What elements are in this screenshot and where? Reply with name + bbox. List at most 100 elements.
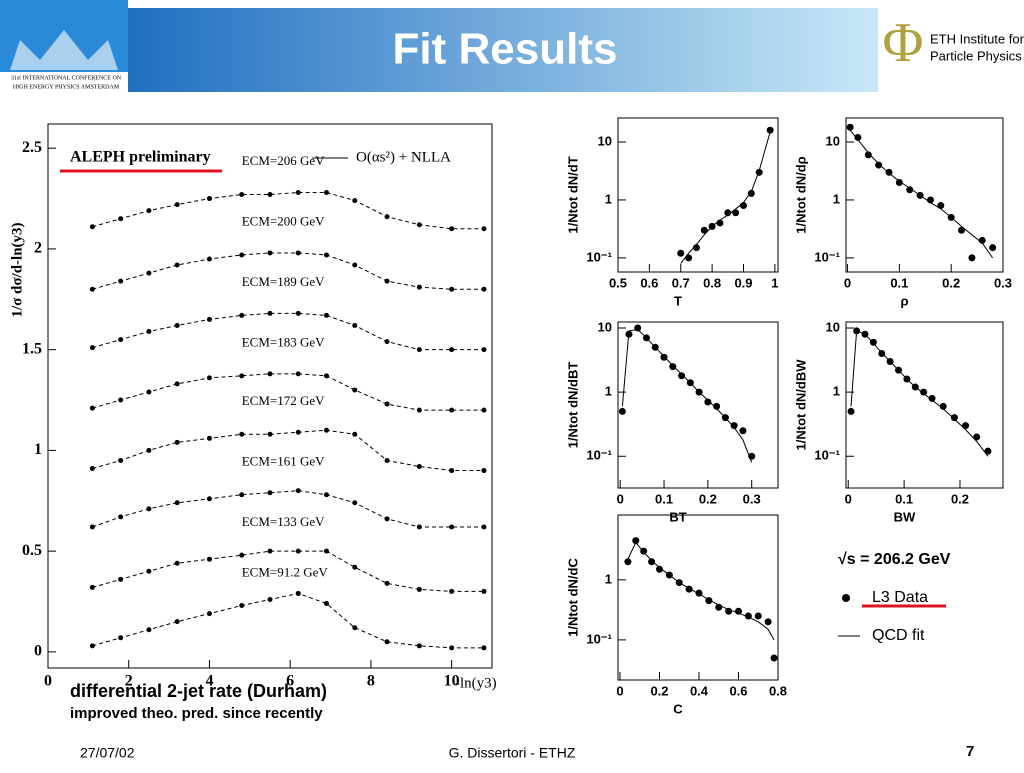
data-point [206, 256, 212, 262]
data-point [352, 198, 358, 204]
data-point [239, 312, 245, 318]
x-tick-label: 2 [125, 673, 133, 690]
data-point [958, 226, 966, 234]
data-point [634, 324, 642, 332]
data-point [174, 619, 180, 625]
x-tick-label: 1 [771, 275, 778, 290]
data-point [481, 347, 487, 353]
data-point [352, 625, 358, 631]
data-point [295, 548, 301, 554]
data-point [384, 214, 390, 220]
x-tick-label: 0.4 [690, 683, 709, 698]
data-point [267, 490, 273, 496]
data-point [939, 402, 947, 410]
data-point [267, 192, 273, 198]
data-point [678, 372, 686, 380]
data-point [89, 584, 95, 590]
phi-logo: Φ [883, 12, 924, 74]
data-point [481, 468, 487, 474]
data-point [384, 339, 390, 345]
data-point [118, 397, 124, 403]
data-point [174, 500, 180, 506]
plot-frame [617, 321, 779, 489]
plot-frame [47, 123, 493, 669]
data-point [754, 612, 762, 620]
chart-title: ALEPH preliminary [70, 149, 211, 166]
data-point [118, 576, 124, 582]
data-point [146, 568, 152, 574]
data-point [146, 389, 152, 395]
data-point [239, 492, 245, 498]
data-point [295, 429, 301, 435]
data-point [174, 262, 180, 268]
x-tick-label: 0.3 [994, 275, 1012, 290]
data-point [937, 202, 945, 210]
data-point [973, 433, 981, 441]
x-axis-label: T [674, 293, 682, 308]
data-point [352, 387, 358, 393]
data-point [481, 524, 487, 530]
data-point [449, 407, 455, 413]
data-point [481, 286, 487, 292]
data-point [206, 375, 212, 381]
data-point [267, 596, 273, 602]
y-tick-label: 10⁻¹ [586, 448, 612, 463]
x-axis-label: C [673, 701, 683, 716]
y-tick-label: 1 [605, 384, 612, 399]
data-point [481, 588, 487, 594]
y-tick-label: 1 [34, 441, 42, 458]
data-point [895, 179, 903, 187]
data-point [239, 603, 245, 609]
data-point [449, 645, 455, 651]
data-point [267, 371, 273, 377]
x-tick-label: 0.9 [734, 275, 752, 290]
data-point [118, 216, 124, 222]
y-tick-label: 10⁻¹ [814, 249, 840, 264]
x-tick-label: 0 [616, 683, 623, 698]
data-point [146, 506, 152, 512]
x-tick-label: 0.2 [650, 683, 668, 698]
y-tick-label: 10 [826, 133, 840, 148]
data-point [206, 196, 212, 202]
data-point [730, 422, 738, 430]
x-axis-label: -ln(y3) [455, 675, 497, 691]
x-tick-label: 0 [44, 673, 52, 690]
x-tick-label: 0.6 [640, 275, 658, 290]
legend-data: L3 Data [872, 589, 928, 606]
y-axis-label: 1/Ntot dN/dBW [793, 359, 808, 451]
y-tick-label: 10⁻¹ [814, 448, 840, 463]
data-point [968, 254, 976, 262]
data-point [734, 607, 742, 615]
data-point [449, 524, 455, 530]
data-point [770, 654, 778, 662]
x-tick-label: 0.1 [890, 275, 908, 290]
data-point [416, 347, 422, 353]
legend-label: O(αs²) + NLLA [356, 149, 451, 165]
x-tick-label: 0.7 [672, 275, 690, 290]
data-point [449, 347, 455, 353]
y-tick-label: 10 [598, 319, 612, 334]
data-point [267, 548, 273, 554]
data-point [324, 427, 330, 433]
x-tick-label: 0 [844, 275, 851, 290]
fit-curve [92, 592, 484, 649]
data-point [352, 500, 358, 506]
x-axis-label: BT [669, 509, 686, 524]
fit-curve [92, 490, 484, 528]
x-tick-label: 0 [617, 491, 624, 506]
data-point [89, 524, 95, 530]
data-point [700, 226, 708, 234]
data-point [267, 310, 273, 316]
fit-curve [92, 252, 484, 290]
y-tick-label: 1 [605, 571, 612, 586]
data-point [118, 514, 124, 520]
data-point [655, 565, 663, 573]
data-point [449, 468, 455, 474]
series-label: ECM=133 GeV [242, 514, 325, 529]
data-point [704, 398, 712, 406]
data-point [295, 488, 301, 494]
data-point [89, 466, 95, 472]
data-point [352, 322, 358, 328]
x-tick-label: 8 [367, 673, 375, 690]
series-label: ECM=206 GeV [242, 153, 325, 168]
